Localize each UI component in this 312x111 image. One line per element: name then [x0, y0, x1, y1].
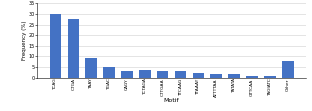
Bar: [193, 73, 204, 78]
Bar: [139, 70, 151, 78]
Bar: [85, 57, 97, 78]
Bar: [211, 74, 222, 78]
Bar: [157, 71, 168, 78]
Y-axis label: Frequency (%): Frequency (%): [22, 21, 27, 60]
Bar: [282, 61, 294, 78]
Bar: [67, 19, 79, 78]
Bar: [264, 76, 276, 78]
Bar: [175, 71, 186, 78]
Bar: [50, 14, 61, 78]
Bar: [228, 74, 240, 78]
Bar: [103, 67, 115, 78]
X-axis label: Motif: Motif: [164, 98, 179, 103]
Bar: [121, 71, 133, 78]
Bar: [246, 76, 258, 78]
